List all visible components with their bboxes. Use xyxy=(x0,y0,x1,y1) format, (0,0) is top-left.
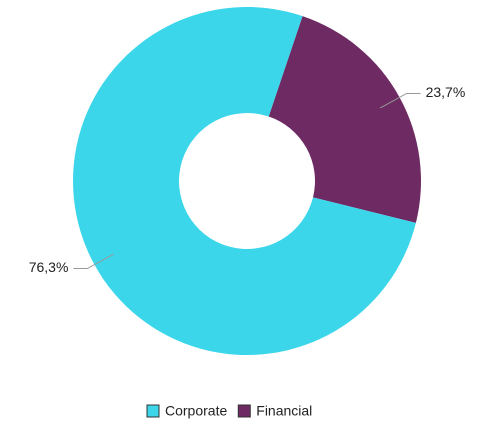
legend-swatch xyxy=(146,404,160,418)
legend-label: Corporate xyxy=(165,403,227,419)
data-label: 76,3% xyxy=(29,259,69,275)
donut-slice xyxy=(73,7,416,355)
legend-label: Financial xyxy=(256,403,312,419)
leader-line xyxy=(73,253,114,270)
donut-slice xyxy=(268,16,421,223)
data-label: 23,7% xyxy=(426,84,466,100)
legend-swatch xyxy=(237,404,251,418)
leader-line xyxy=(380,92,421,109)
